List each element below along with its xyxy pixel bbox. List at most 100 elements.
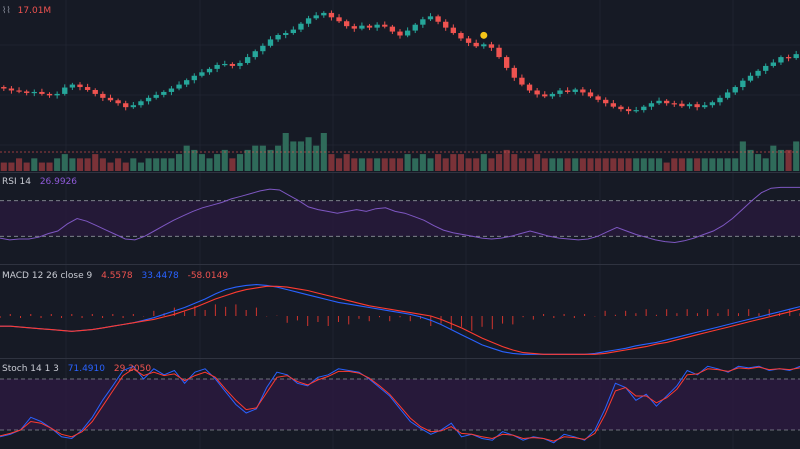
wave-icon: ⌇⌇ (2, 6, 11, 16)
candle (62, 87, 68, 94)
volume-bar (404, 154, 411, 171)
volume-bar (427, 158, 434, 171)
volume-bar (122, 162, 129, 171)
candle (16, 90, 22, 92)
rsi-line (0, 186, 800, 244)
volume-bar (480, 154, 487, 171)
rsi-legend[interactable]: RSI 14 26.9926 (2, 177, 83, 187)
volume-bar (716, 158, 724, 171)
macd-legend[interactable]: MACD 12 26 close 9 4.5578 33.4478 -58.01… (2, 271, 234, 281)
volume-bar (518, 158, 525, 171)
macd-signal-line (0, 285, 800, 355)
volume-bar (351, 158, 358, 171)
stoch-legend[interactable]: Stoch 14 1 3 71.4910 29.2050 (2, 364, 157, 374)
rsi-pane[interactable] (0, 186, 800, 244)
candle (618, 106, 624, 110)
candle (450, 27, 456, 34)
candle (458, 33, 464, 39)
volume-bar (336, 158, 343, 171)
candle (321, 12, 327, 16)
volume-bar (198, 154, 205, 171)
candle (153, 94, 159, 98)
candle (625, 109, 632, 112)
candle (580, 89, 586, 93)
volume-bar (99, 158, 106, 171)
candle (709, 102, 716, 106)
volume-bar (595, 158, 602, 171)
stoch-pane[interactable] (0, 365, 800, 444)
candlestick-series (1, 10, 799, 115)
volume-bar (747, 149, 754, 171)
candle (260, 45, 266, 52)
candle (420, 19, 426, 25)
volume-bar (366, 158, 373, 171)
volume-bar (435, 154, 442, 171)
volume-bar (137, 162, 144, 171)
volume-bar (0, 162, 7, 171)
candle (549, 93, 556, 97)
candle (747, 75, 754, 81)
candle (504, 57, 510, 68)
candle (244, 57, 251, 63)
volume-bar (534, 154, 541, 171)
candle (427, 16, 434, 20)
volume-bar (686, 158, 693, 171)
candle (587, 92, 594, 97)
volume-bar (107, 162, 114, 171)
volume-bar (564, 158, 571, 171)
volume-bar (229, 158, 236, 171)
candle (1, 87, 7, 89)
volume-bar (328, 154, 335, 171)
stoch-d-value: 29.2050 (113, 364, 152, 374)
volume-bar (587, 158, 594, 171)
candle (328, 12, 335, 18)
candle (290, 29, 296, 34)
volume-bar (793, 141, 800, 171)
candle (229, 63, 236, 66)
rsi-band (0, 200, 800, 237)
volume-bar (290, 141, 297, 171)
volume-bar (701, 158, 708, 171)
volume-bar (297, 141, 304, 171)
candle (526, 84, 533, 91)
candle (39, 91, 45, 94)
candle (603, 99, 609, 104)
candle (237, 62, 243, 66)
stoch-band (0, 379, 800, 430)
volume-bar (305, 137, 312, 171)
volume-bar (191, 149, 198, 171)
volume-bar (31, 158, 38, 171)
volume-bar (549, 158, 556, 171)
candle (488, 44, 495, 48)
candle (313, 15, 319, 19)
candle (8, 88, 15, 91)
price-pane[interactable] (0, 10, 800, 171)
macd-pane[interactable] (0, 284, 800, 355)
volume-bar (160, 158, 167, 171)
volume-bar (663, 162, 670, 171)
volume-bar (572, 158, 579, 171)
candle (100, 93, 106, 98)
volume-legend[interactable]: ⌇⌇ 17.01M (2, 6, 57, 16)
volume-bar (130, 158, 137, 171)
volume-bar (511, 154, 518, 171)
candle (214, 64, 220, 69)
volume-bar (656, 158, 663, 171)
macd-name: MACD 12 26 close 9 (2, 271, 93, 281)
candle (84, 87, 91, 90)
candle (740, 80, 746, 88)
volume-bar (541, 158, 548, 171)
candle (92, 89, 98, 94)
volume-bar (145, 158, 152, 171)
volume-bar (488, 158, 495, 171)
candle (465, 38, 472, 43)
volume-bar (610, 158, 617, 171)
candle (283, 33, 289, 35)
candle (344, 21, 350, 27)
volume-bar (275, 145, 282, 171)
candle (382, 24, 388, 27)
candle (656, 100, 662, 104)
volume-bar (770, 145, 777, 171)
volume-bar (252, 145, 259, 171)
volume-bar (69, 158, 76, 171)
